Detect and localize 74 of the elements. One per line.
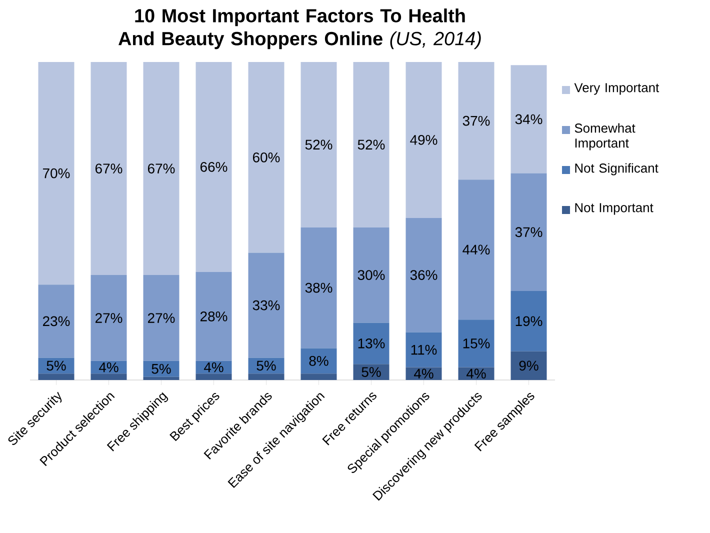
data-label: 66% [200,162,228,172]
data-label: 27% [95,313,122,323]
data-label: 38% [305,282,332,293]
data-label: 23% [42,316,70,326]
legend-label: Very Important [574,83,660,95]
bar [38,374,74,380]
bar [248,358,284,374]
bar [90,374,127,380]
data-label: 11% [411,344,437,355]
data-label: 15% [463,338,490,348]
legend-label: Somewhat Important [574,123,636,150]
bar [143,360,180,377]
bar [38,62,74,285]
chart-title: 10 Most Important Factors To Health And Beauty Shoppers Online (US, 2014) [118,8,481,50]
bar [196,374,232,380]
bar [458,180,494,320]
bar [300,374,337,380]
data-label: 70% [43,168,70,178]
data-label: 27% [148,313,175,323]
data-label: 52% [305,140,332,150]
bar [406,62,442,218]
bar [90,62,127,276]
data-label: 4% [204,362,224,372]
data-label: 49% [410,134,438,145]
bar [406,332,442,368]
data-label: 8% [309,356,328,366]
bar [248,252,284,358]
data-label: 36% [410,270,438,280]
data-label: 5% [256,360,276,371]
bar [458,62,494,180]
legend-label: Not Significant [575,163,658,176]
bar [300,227,337,348]
data-label: 52% [358,140,385,150]
bar [248,62,284,253]
data-label: 5% [362,367,381,377]
bar [143,275,180,361]
bar [510,65,547,174]
data-label: 33% [252,300,280,310]
bar [458,320,494,368]
bar [353,227,390,323]
data-label: 28% [200,311,228,322]
data-label: 5% [46,360,66,371]
bar [300,62,337,228]
data-label: 5% [152,364,171,374]
data-label: 37% [515,227,542,238]
bar [38,358,74,374]
bar [143,62,180,276]
legend-label: Not Important [575,203,654,215]
bar [248,374,284,380]
data-label: 60% [253,152,280,162]
data-label: 44% [462,244,490,254]
data-label: 34% [515,114,542,124]
data-label: 67% [148,164,175,174]
bar [196,272,232,361]
bar [38,284,74,358]
data-label: 4% [98,362,118,372]
data-label: 9% [519,360,538,371]
data-label: 13% [358,338,385,348]
data-label: 67% [95,164,122,174]
data-label: 19% [516,316,542,326]
bar [353,322,390,364]
bar [406,218,442,332]
data-label: 4% [414,368,434,379]
bar [510,290,547,352]
bar [196,62,232,272]
bar [353,62,390,228]
data-label: 4% [466,368,486,379]
data-label: 37% [462,116,490,126]
bar [143,376,180,380]
bar [300,348,337,374]
bar [510,173,547,291]
bar [510,351,547,380]
bar [90,275,127,361]
data-label: 30% [358,270,385,280]
